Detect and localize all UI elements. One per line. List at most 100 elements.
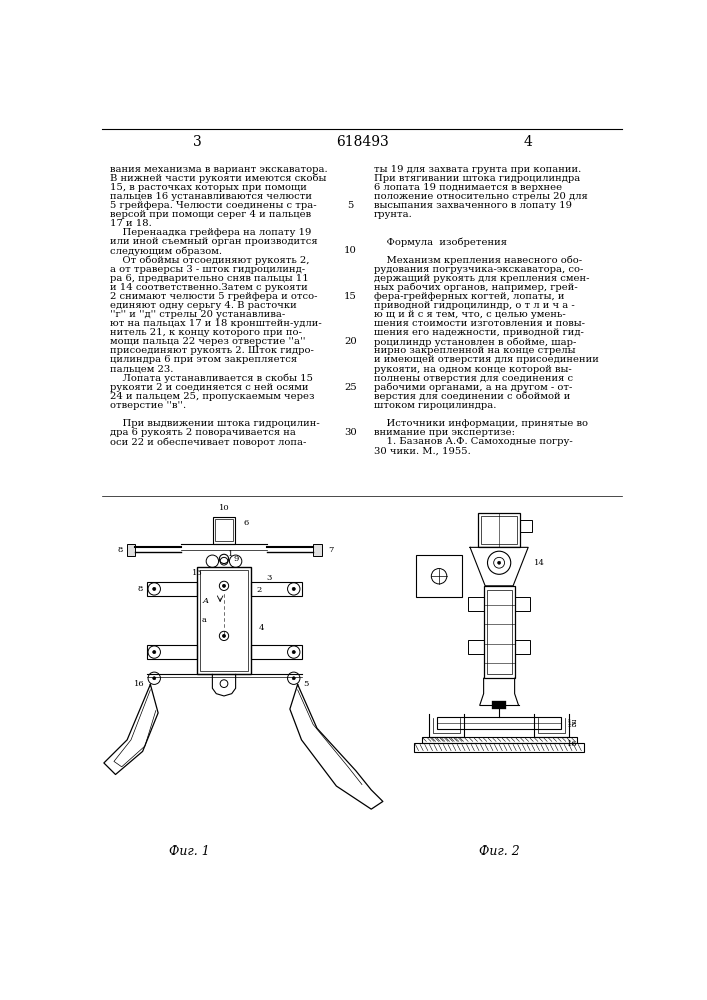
- Text: и имеющей отверстия для присоединении: и имеющей отверстия для присоединении: [373, 355, 598, 364]
- Circle shape: [153, 677, 156, 680]
- Text: оси 22 и обеспечивает поворот лопа-: оси 22 и обеспечивает поворот лопа-: [110, 437, 306, 447]
- Text: положение относительно стрелы 20 для: положение относительно стрелы 20 для: [373, 192, 588, 201]
- Text: 5 грейфера. Челюсти соединены с тра-: 5 грейфера. Челюсти соединены с тра-: [110, 201, 317, 210]
- Text: единяют одну серьгу 4. В расточки: единяют одну серьгу 4. В расточки: [110, 301, 297, 310]
- Bar: [213, 517, 235, 544]
- Text: 2: 2: [257, 586, 262, 594]
- Bar: [468, 640, 484, 654]
- Bar: [515, 640, 530, 654]
- Text: следующим образом.: следующим образом.: [110, 246, 222, 256]
- Text: рабочими органами, а на другом - от-: рабочими органами, а на другом - от-: [373, 383, 572, 392]
- Text: 25: 25: [344, 383, 357, 392]
- Text: 20: 20: [344, 337, 357, 346]
- Text: 30 чики. М., 1955.: 30 чики. М., 1955.: [373, 446, 470, 455]
- Bar: [478, 513, 520, 547]
- Bar: [146, 582, 197, 596]
- Text: 2 снимают челюсти 5 грейфера и отсо-: 2 снимают челюсти 5 грейфера и отсо-: [110, 292, 317, 301]
- Bar: [251, 645, 301, 659]
- Text: Механизм крепления навесного обо-: Механизм крепления навесного обо-: [373, 256, 582, 265]
- Bar: [251, 582, 301, 596]
- Text: 16: 16: [134, 680, 145, 688]
- Text: мощи пальца 22 через отверстие ''а'': мощи пальца 22 через отверстие ''а'': [110, 337, 305, 346]
- Text: роцилиндр установлен в обойме, шар-: роцилиндр установлен в обойме, шар-: [373, 337, 576, 347]
- Circle shape: [292, 651, 296, 654]
- Text: отверстие ''в''.: отверстие ''в''.: [110, 401, 186, 410]
- Text: 6: 6: [243, 519, 249, 527]
- Text: вания механизма в вариант экскаватора.: вания механизма в вариант экскаватора.: [110, 165, 328, 174]
- Text: При втягивании штока гидроцилиндра: При втягивании штока гидроцилиндра: [373, 174, 580, 183]
- Text: или иной съемный орган производится: или иной съемный орган производится: [110, 237, 317, 246]
- Text: шения стоимости изготовления и повы-: шения стоимости изготовления и повы-: [373, 319, 585, 328]
- Text: 13: 13: [192, 569, 202, 577]
- Bar: [200, 570, 248, 671]
- Bar: [520, 520, 532, 532]
- Text: приводной гидроцилиндр, о т л и ч а -: приводной гидроцилиндр, о т л и ч а -: [373, 301, 574, 310]
- Bar: [216, 519, 233, 541]
- Bar: [313, 544, 322, 556]
- Bar: [421, 737, 577, 743]
- Text: 10: 10: [344, 246, 357, 255]
- Bar: [416, 555, 462, 597]
- Text: 8: 8: [118, 546, 123, 554]
- Circle shape: [153, 651, 156, 654]
- Bar: [437, 717, 561, 729]
- Bar: [127, 544, 135, 556]
- Text: 10: 10: [218, 504, 229, 512]
- Text: и 14 соответственно.Затем с рукояти: и 14 соответственно.Затем с рукояти: [110, 283, 308, 292]
- Text: рудования погрузчика-экскаватора, со-: рудования погрузчика-экскаватора, со-: [373, 265, 583, 274]
- Text: нирно закрепленной на конце стрелы: нирно закрепленной на конце стрелы: [373, 346, 575, 355]
- Text: 3: 3: [192, 135, 201, 149]
- Text: полнены отверстия для соединения с: полнены отверстия для соединения с: [373, 374, 573, 383]
- Text: 30: 30: [344, 428, 357, 437]
- Bar: [515, 597, 530, 611]
- Text: версой при помощи серег 4 и пальцев: версой при помощи серег 4 и пальцев: [110, 210, 311, 219]
- Text: 5: 5: [347, 201, 354, 210]
- Text: ют на пальцах 17 и 18 кронштейн-удли-: ют на пальцах 17 и 18 кронштейн-удли-: [110, 319, 322, 328]
- Text: ных рабочих органов, например, грей-: ных рабочих органов, например, грей-: [373, 283, 578, 292]
- Text: 4: 4: [523, 135, 532, 149]
- Text: а от траверсы 3 - шток гидроцилинд-: а от траверсы 3 - шток гидроцилинд-: [110, 265, 305, 274]
- Text: дра 6 рукоять 2 поворачивается на: дра 6 рукоять 2 поворачивается на: [110, 428, 296, 437]
- Text: ю щ и й с я тем, что, с целью умень-: ю щ и й с я тем, что, с целью умень-: [373, 310, 566, 319]
- Bar: [486, 590, 512, 674]
- Text: 1: 1: [228, 550, 233, 558]
- Text: грунта.: грунта.: [373, 210, 412, 219]
- Text: 6 лопата 19 поднимается в верхнее: 6 лопата 19 поднимается в верхнее: [373, 183, 561, 192]
- Circle shape: [498, 561, 501, 564]
- Text: 4: 4: [259, 624, 264, 632]
- Text: ''г'' и ''д'' стрелы 20 устанавлива-: ''г'' и ''д'' стрелы 20 устанавлива-: [110, 310, 286, 319]
- Text: шения его надежности, приводной гид-: шения его надежности, приводной гид-: [373, 328, 583, 337]
- Bar: [414, 743, 585, 752]
- Text: цилиндра 6 при этом закрепляется: цилиндра 6 при этом закрепляется: [110, 355, 297, 364]
- Text: 15: 15: [344, 292, 357, 301]
- Bar: [146, 645, 197, 659]
- Bar: [468, 597, 484, 611]
- Circle shape: [223, 634, 226, 637]
- Text: рукояти 2 и соединяется с ней осями: рукояти 2 и соединяется с ней осями: [110, 383, 308, 392]
- Text: фера-грейферных когтей, лопаты, и: фера-грейферных когтей, лопаты, и: [373, 292, 564, 301]
- Text: пальцем 23.: пальцем 23.: [110, 365, 173, 374]
- Text: Фиг. 2: Фиг. 2: [479, 845, 520, 858]
- Text: A: A: [202, 597, 209, 605]
- Text: 24 и пальцем 25, пропускаемым через: 24 и пальцем 25, пропускаемым через: [110, 392, 315, 401]
- Text: 9: 9: [233, 555, 239, 563]
- Text: Формула  изобретения: Формула изобретения: [373, 237, 507, 247]
- Text: Перенаадка грейфера на лопату 19: Перенаадка грейфера на лопату 19: [110, 228, 312, 237]
- Text: 14: 14: [534, 559, 545, 567]
- Text: нитель 21, к концу которого при по-: нитель 21, к концу которого при по-: [110, 328, 302, 337]
- Text: 15, в расточках которых при помощи: 15, в расточках которых при помощи: [110, 183, 307, 192]
- Text: Лопата устанавливается в скобы 15: Лопата устанавливается в скобы 15: [110, 374, 313, 383]
- Text: штоком гироцилиндра.: штоком гироцилиндра.: [373, 401, 496, 410]
- Text: 618493: 618493: [336, 135, 389, 149]
- Text: 5: 5: [303, 680, 308, 688]
- Bar: [481, 516, 518, 544]
- Text: От обоймы отсоединяют рукоять 2,: От обоймы отсоединяют рукоять 2,: [110, 256, 310, 265]
- Text: Фиг. 1: Фиг. 1: [169, 845, 209, 858]
- Text: a: a: [202, 616, 207, 624]
- Circle shape: [292, 587, 296, 590]
- Text: ты 19 для захвата грунта при копании.: ты 19 для захвата грунта при копании.: [373, 165, 581, 174]
- Text: внимание при экспертизе:: внимание при экспертизе:: [373, 428, 515, 437]
- Text: пальцев 16 устанавливаются челюсти: пальцев 16 устанавливаются челюсти: [110, 192, 312, 201]
- Text: 17: 17: [567, 719, 578, 727]
- Text: ра 6, предварительно сняв пальцы 11: ра 6, предварительно сняв пальцы 11: [110, 274, 309, 283]
